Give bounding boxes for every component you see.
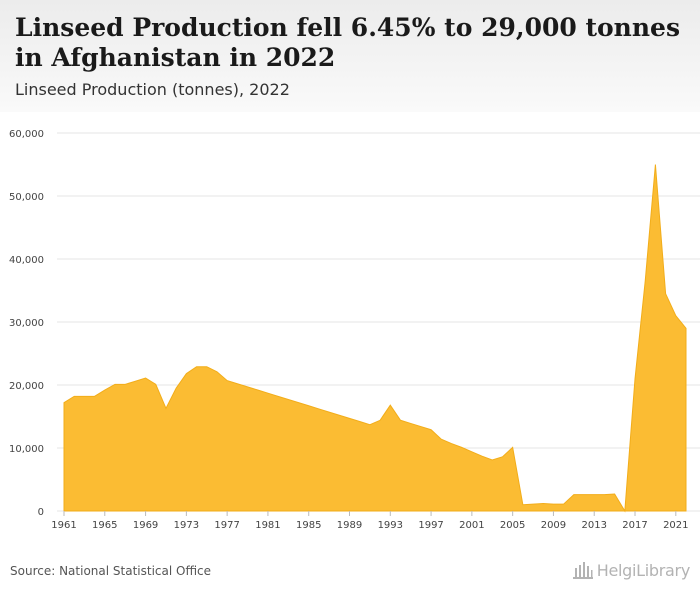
area-chart: 0 10,000 20,000 30,000 40,000 50,000 60,000 19… xyxy=(9,129,700,531)
brand-logo[interactable]: HelgiLibrary xyxy=(572,560,690,580)
page-title: Linseed Production fell 6.45% to 29,000 … xyxy=(15,13,681,72)
x-tick-label: 1993 xyxy=(378,520,403,531)
x-tick-label: 1969 xyxy=(133,520,158,531)
x-axis-ticks: 1961 1965 1969 1973 1977 1981 1985 1989 1993 1997… xyxy=(51,511,689,531)
x-tick-label: 1965 xyxy=(92,520,117,531)
y-tick-label: 30,000 xyxy=(9,318,44,329)
x-tick-label: 1977 xyxy=(214,520,239,531)
x-tick-label: 2021 xyxy=(663,520,688,531)
series-area xyxy=(63,164,687,513)
data-area xyxy=(63,164,687,513)
y-tick-label: 10,000 xyxy=(9,444,44,455)
y-tick-label: 20,000 xyxy=(9,381,44,392)
x-tick-label: 1981 xyxy=(255,520,280,531)
y-axis-ticks: 0 10,000 20,000 30,000 40,000 50,000 60,000 xyxy=(9,129,44,518)
y-tick-label: 50,000 xyxy=(9,192,44,203)
x-tick-label: 1985 xyxy=(296,520,321,531)
library-building-icon xyxy=(572,562,593,579)
page-subtitle: Linseed Production (tonnes), 2022 xyxy=(15,80,290,99)
source-note: Source: National Statistical Office xyxy=(10,564,212,578)
x-tick-label: 2001 xyxy=(459,520,484,531)
brand-name: HelgiLibrary xyxy=(596,560,691,580)
y-tick-label: 60,000 xyxy=(9,129,44,140)
x-tick-label: 2009 xyxy=(541,520,566,531)
y-tick-label: 40,000 xyxy=(9,255,44,266)
x-tick-label: 2013 xyxy=(582,520,607,531)
x-tick-label: 1973 xyxy=(174,520,199,531)
x-tick-label: 2005 xyxy=(500,520,525,531)
x-tick-label: 1989 xyxy=(337,520,362,531)
x-tick-label: 2017 xyxy=(622,520,647,531)
y-tick-label: 0 xyxy=(38,507,44,518)
x-tick-label: 1961 xyxy=(51,520,76,531)
header-band: Linseed Production fell 6.45% to 29,000 … xyxy=(0,0,700,112)
x-tick-label: 1997 xyxy=(418,520,443,531)
